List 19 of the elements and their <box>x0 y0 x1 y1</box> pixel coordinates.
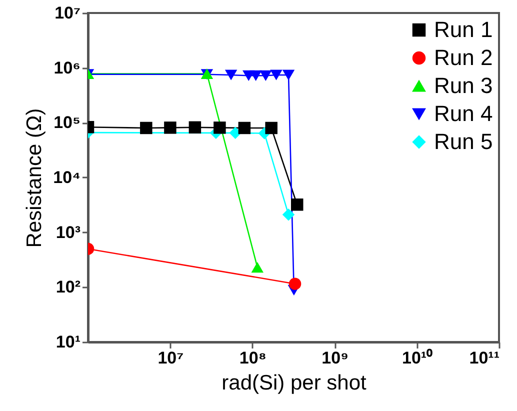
y-tick-label: 10⁴ <box>53 168 80 187</box>
x-tick-label: 10⁹ <box>322 348 349 368</box>
x-tick-label: 10¹⁰ <box>402 348 433 368</box>
y-tick-label: 10⁷ <box>54 4 80 22</box>
x-tick-label: 10¹¹ <box>469 348 500 368</box>
legend-label: Run 4 <box>434 101 493 126</box>
legend-label: Run 2 <box>434 45 493 70</box>
x-tick-label: 10⁷ <box>158 348 184 368</box>
legend-label: Run 1 <box>434 17 493 42</box>
y-axis-title: Resistance (Ω) <box>23 108 46 248</box>
y-tick-label: 10⁵ <box>54 113 80 132</box>
legend-label: Run 5 <box>434 129 493 154</box>
x-axis-title: rad(Si) per shot <box>222 372 367 394</box>
x-tick-label: 10⁸ <box>239 348 266 368</box>
y-tick-label: 10¹ <box>56 332 81 352</box>
y-tick-label: 10⁶ <box>54 58 80 78</box>
legend-label: Run 3 <box>434 73 493 98</box>
y-tick-label: 10³ <box>56 222 81 242</box>
y-tick-label: 10² <box>56 278 81 297</box>
